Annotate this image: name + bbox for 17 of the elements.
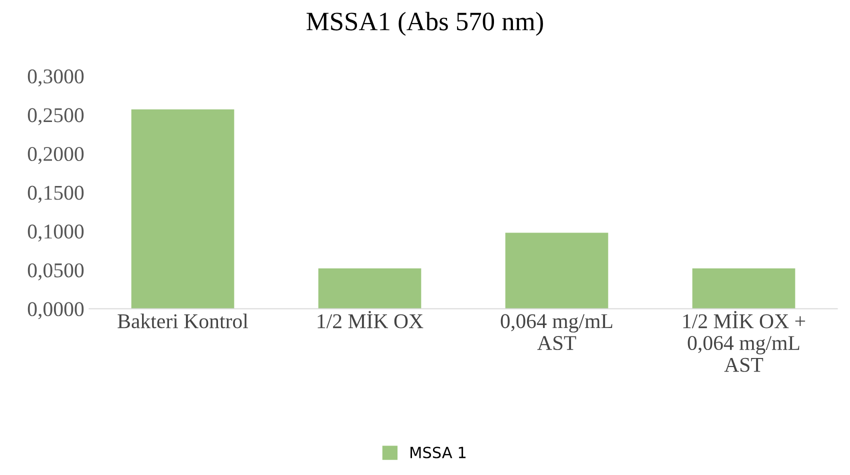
x-tick-label: 1/2 MİK OX (318, 310, 424, 328)
y-tick-label: 0,2500 (28, 108, 84, 126)
y-tick-label: 0,0500 (28, 263, 84, 280)
y-tick-label: 0,1500 (28, 186, 84, 203)
bar (692, 268, 796, 309)
y-tick-label: 0,2000 (28, 146, 84, 164)
bar (318, 268, 422, 309)
y-tick-label: 0,1000 (28, 224, 84, 242)
legend-label: MSSA 1 (410, 446, 466, 458)
y-tick-label: 0,0000 (28, 302, 84, 320)
y-tick-label: 0,3000 (28, 69, 84, 86)
chart-title: MSSA1 (Abs 570 nm) (306, 12, 543, 36)
bar (505, 232, 608, 309)
x-tick-label: 1/2 MİK OX + 0,064 mg/mL AST (683, 310, 806, 372)
bar (131, 109, 234, 309)
x-tick-label: Bakteri Kontrol (118, 314, 248, 328)
x-tick-label: 0,064 mg/mL AST (500, 314, 612, 350)
